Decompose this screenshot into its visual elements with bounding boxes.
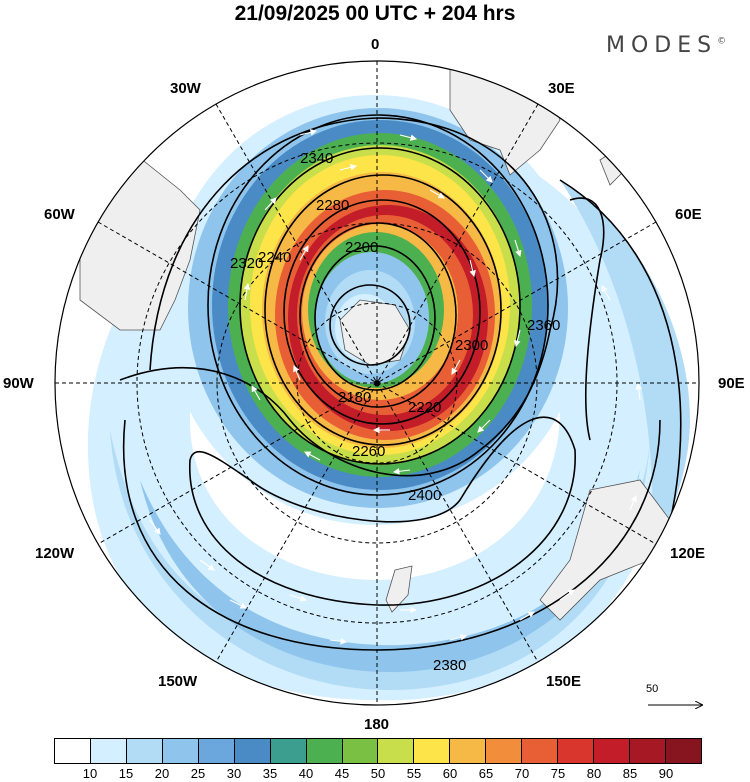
contour-label: 2300	[455, 337, 488, 354]
colorbar-tick-label: 70	[514, 766, 530, 781]
colorbar-swatch	[90, 739, 127, 763]
colorbar-ticks: 10 15 20 25 30 35 40 45 50 55 60 65 70 75 80 85 90	[54, 766, 702, 782]
colorbar-swatch	[522, 739, 559, 763]
contour-label: 2340	[300, 150, 333, 167]
contour-label: 2400	[408, 487, 441, 504]
modes-logo: MODES©	[606, 33, 726, 58]
contour-label: 2360	[527, 317, 560, 334]
contour-label: 2260	[352, 443, 385, 460]
lon-label-30w: 30W	[170, 80, 201, 97]
lon-label-180: 180	[364, 716, 390, 733]
contour-label: 2220	[408, 399, 441, 416]
colorbar-swatch	[378, 739, 415, 763]
colorbar-tick-label: 75	[550, 766, 566, 781]
reference-vector-label: 50	[646, 683, 659, 695]
lon-label-120e: 120E	[670, 545, 706, 562]
contour-label: 2280	[316, 197, 349, 214]
lon-label-30e: 30E	[548, 80, 575, 97]
colorbar-swatch	[486, 739, 523, 763]
colorbar-tick-label: 50	[370, 766, 386, 781]
colorbar-tick-label: 40	[298, 766, 314, 781]
colorbar-tick-label: 60	[442, 766, 458, 781]
contour-label: 2180	[338, 389, 371, 406]
colorbar-tick-label: 85	[622, 766, 638, 781]
colorbar-swatch	[126, 739, 163, 763]
colorbar-tick-label: 65	[478, 766, 494, 781]
wind-vectors	[149, 129, 642, 645]
map-border	[54, 60, 700, 706]
colorbar-swatch	[162, 739, 199, 763]
colorbar-swatch	[558, 739, 595, 763]
brand-name: MODES	[606, 33, 718, 58]
lon-label-0: 0	[371, 36, 380, 53]
colorbar-swatch	[342, 739, 379, 763]
contour-label: 2240	[258, 249, 291, 266]
lon-label-90e: 90E	[718, 375, 745, 392]
colorbar	[54, 738, 702, 764]
colorbar-swatch	[55, 739, 91, 763]
colorbar-tick-label: 45	[334, 766, 350, 781]
contour-label: 2380	[433, 657, 466, 674]
colorbar-swatch	[198, 739, 235, 763]
lon-label-150e: 150E	[546, 673, 582, 690]
colorbar-swatch	[665, 739, 701, 763]
colorbar-tick-label: 90	[658, 766, 674, 781]
colorbar-tick-label: 25	[190, 766, 206, 781]
colorbar-swatch	[270, 739, 307, 763]
lon-label-150w: 150W	[158, 673, 198, 690]
colorbar-swatch	[630, 739, 666, 763]
lon-label-60w: 60W	[44, 206, 75, 223]
colorbar-swatch	[450, 739, 487, 763]
colorbar-swatch	[234, 739, 271, 763]
colorbar-tick-label: 30	[226, 766, 242, 781]
colorbar-swatch	[306, 739, 343, 763]
lon-label-120w: 120W	[35, 545, 75, 562]
colorbar-tick-label: 55	[406, 766, 422, 781]
colorbar-tick-label: 20	[154, 766, 170, 781]
colorbar-tick-label: 15	[118, 766, 134, 781]
colorbar-swatch	[414, 739, 451, 763]
contour-label: 2320	[230, 255, 263, 272]
geopotential-contours	[119, 114, 682, 651]
colorbar-swatch	[594, 739, 630, 763]
new-zealand-land	[385, 565, 413, 613]
map-title: 21/09/2025 00 UTC + 204 hrs	[234, 2, 516, 25]
colorbar-tick-label: 80	[586, 766, 602, 781]
brand-mark: ©	[717, 36, 727, 47]
colorbar-tick-label: 35	[262, 766, 278, 781]
lon-label-60e: 60E	[675, 206, 702, 223]
contour-label: 2200	[345, 239, 378, 256]
colorbar-tick-label: 10	[82, 766, 98, 781]
lon-label-90w: 90W	[3, 375, 34, 392]
pole-marker	[374, 380, 380, 386]
